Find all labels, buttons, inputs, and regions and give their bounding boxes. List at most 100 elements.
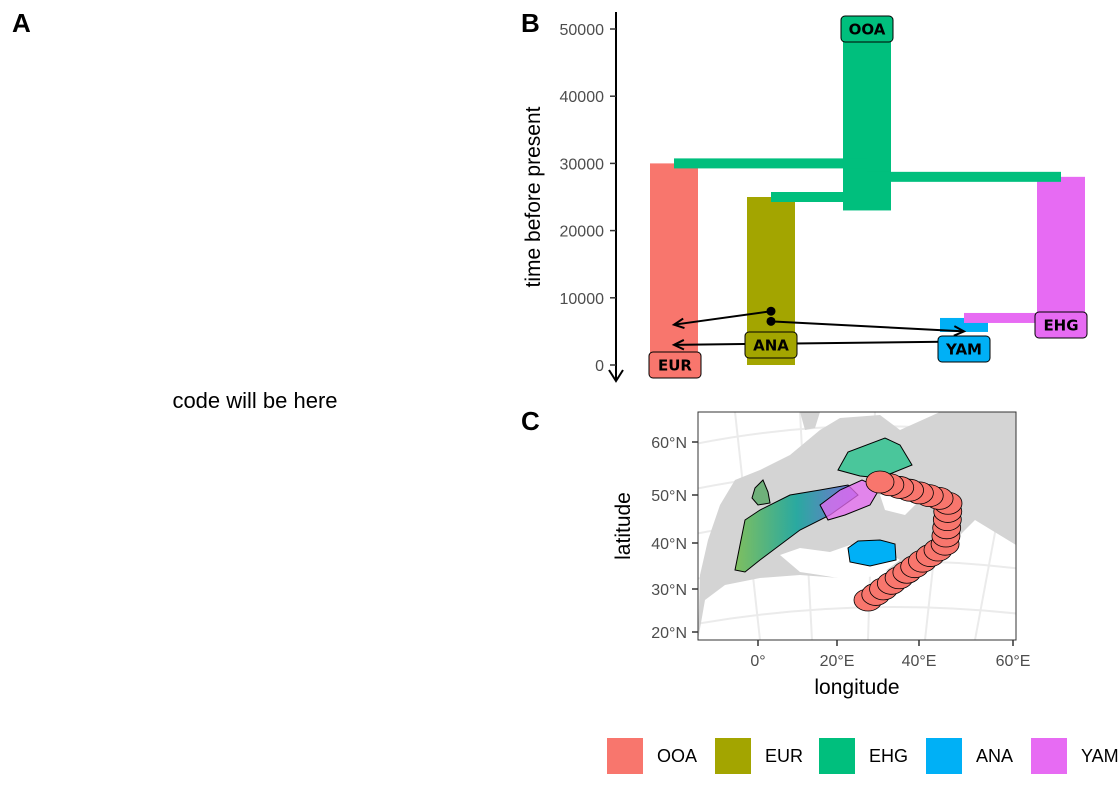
- legend-swatch: [926, 738, 962, 774]
- panel-label-a: A: [12, 8, 31, 38]
- split-ehg-yam: [964, 312, 1061, 323]
- legend-item-yam: YAM: [1031, 738, 1119, 774]
- label-ooa: OOA: [840, 15, 894, 43]
- y-tick-label: 0: [595, 358, 604, 375]
- bar-ooa: [843, 29, 891, 211]
- ooa-range-ellipse: [915, 544, 945, 567]
- longitude-ticks: 0° 20°E 40°E 60°E: [750, 640, 1030, 670]
- legend-label: EUR: [765, 746, 803, 766]
- x-tick-label: 0°: [750, 653, 765, 670]
- legend-item-eur: EUR: [715, 738, 803, 774]
- yam-region: [819, 479, 881, 521]
- y-tick-label: 40°N: [651, 536, 687, 553]
- legend-item-ooa: OOA: [607, 738, 697, 774]
- ooa-range-ellipse: [892, 560, 922, 584]
- longitude-axis-title: longitude: [814, 676, 899, 699]
- ooa-range-ellipse: [875, 473, 905, 497]
- ooa-range-ellipse: [930, 532, 960, 556]
- ooa-range-ellipse: [933, 491, 963, 515]
- y-tick-label: 20000: [560, 224, 605, 241]
- britain-region: [751, 479, 771, 506]
- legend-swatch: [607, 738, 643, 774]
- legend-swatch: [715, 738, 751, 774]
- svg-text:OOA: OOA: [849, 21, 886, 39]
- legend-label: ANA: [976, 746, 1013, 766]
- label-ana: ANA: [744, 331, 798, 359]
- eur-region: [734, 484, 859, 573]
- ooa-range-ellipse: [900, 555, 930, 579]
- ooa-range-ellipse: [933, 500, 963, 523]
- ooa-range-ellipse: [908, 549, 937, 573]
- ooa-range-ellipse: [895, 478, 924, 502]
- y-tick-label: 30°N: [651, 582, 687, 599]
- svg-text:YAM: YAM: [945, 341, 982, 359]
- split-ooa-ehg: [867, 171, 1061, 182]
- y-tick-label: 10000: [560, 291, 605, 308]
- y-tick-label: 20°N: [651, 625, 687, 642]
- label-eur: EUR: [648, 351, 702, 379]
- map-frame: [697, 411, 1017, 641]
- svg-text:ANA: ANA: [753, 337, 789, 355]
- gene-flow-arrows: [671, 306, 969, 351]
- latitude-axis-title: latitude: [612, 492, 635, 560]
- gene-flow-ana-eur-origin: [766, 306, 776, 316]
- map-area: [698, 412, 1016, 640]
- split-ooa-ana: [771, 192, 867, 202]
- population-tree-chart: 0 10000 20000 30000 40000 50000 time before p…: [522, 12, 1088, 383]
- panel-label-b: B: [521, 8, 540, 38]
- latitude-ticks: 20°N 30°N 40°N 50°N 60°N: [651, 435, 698, 642]
- label-ehg: EHG: [1034, 311, 1088, 339]
- legend-label: OOA: [657, 746, 697, 766]
- ooa-range-ellipse: [904, 481, 934, 505]
- gene-flow-ana-eur-head: [671, 317, 685, 330]
- population-labels: OOA EUR ANA YAM EHG: [648, 15, 1088, 379]
- ooa-range-ellipse: [861, 583, 891, 606]
- svg-text:EHG: EHG: [1043, 317, 1078, 335]
- ooa-trail: [853, 470, 963, 612]
- legend-label: YAM: [1081, 746, 1119, 766]
- ooa-range-ellipse: [923, 538, 953, 562]
- x-tick-label: 40°E: [902, 653, 937, 670]
- ooa-range-ellipse: [853, 588, 883, 612]
- gene-flow-yam-eur: [673, 340, 965, 346]
- label-yam: YAM: [937, 335, 991, 363]
- legend-swatch: [819, 738, 855, 774]
- ooa-range-ellipse: [876, 571, 906, 595]
- ooa-range-ellipse: [924, 486, 954, 510]
- legend-label: EHG: [869, 746, 908, 766]
- panel-label-c: C: [521, 406, 540, 436]
- time-axis: 0 10000 20000 30000 40000 50000: [560, 12, 624, 383]
- y-tick-label: 60°N: [651, 435, 687, 452]
- bar-ehg: [1037, 176, 1085, 325]
- legend-item-ana: ANA: [926, 738, 1013, 774]
- bar-eur: [650, 163, 698, 365]
- ehg-region: [837, 437, 913, 479]
- graticule: [698, 412, 1016, 640]
- y-tick-label: 50000: [560, 22, 605, 39]
- code-placeholder-text: code will be here: [172, 388, 338, 413]
- ooa-range-ellipse: [932, 508, 962, 532]
- split-lines: [674, 158, 1061, 323]
- x-tick-label: 20°E: [820, 653, 855, 670]
- ooa-range-ellipse: [885, 476, 915, 499]
- y-tick-label: 30000: [560, 156, 605, 173]
- land-mass: [698, 412, 1016, 640]
- ooa-range-ellipse: [931, 524, 961, 548]
- legend-item-ehg: EHG: [819, 738, 908, 774]
- svg-text:EUR: EUR: [658, 357, 692, 375]
- y-tick-label: 40000: [560, 89, 605, 106]
- y-axis-title: time before present: [522, 106, 545, 287]
- gene-flow-ana-eur: [673, 310, 772, 326]
- ooa-range-ellipse: [869, 577, 898, 601]
- gene-flow-ana-yam: [770, 320, 965, 333]
- x-tick-label: 60°E: [996, 653, 1031, 670]
- gene-flow-yam-eur-head: [671, 339, 685, 351]
- gene-flow-ana-yam-head: [953, 325, 967, 337]
- ooa-range-ellipse: [865, 470, 895, 494]
- ooa-range-ellipse: [914, 484, 944, 508]
- ooa-range-ellipse: [932, 516, 962, 540]
- legend-swatch: [1031, 738, 1067, 774]
- split-ooa-eur: [674, 158, 867, 169]
- y-tick-label: 50°N: [651, 488, 687, 505]
- ana-region: [847, 539, 897, 567]
